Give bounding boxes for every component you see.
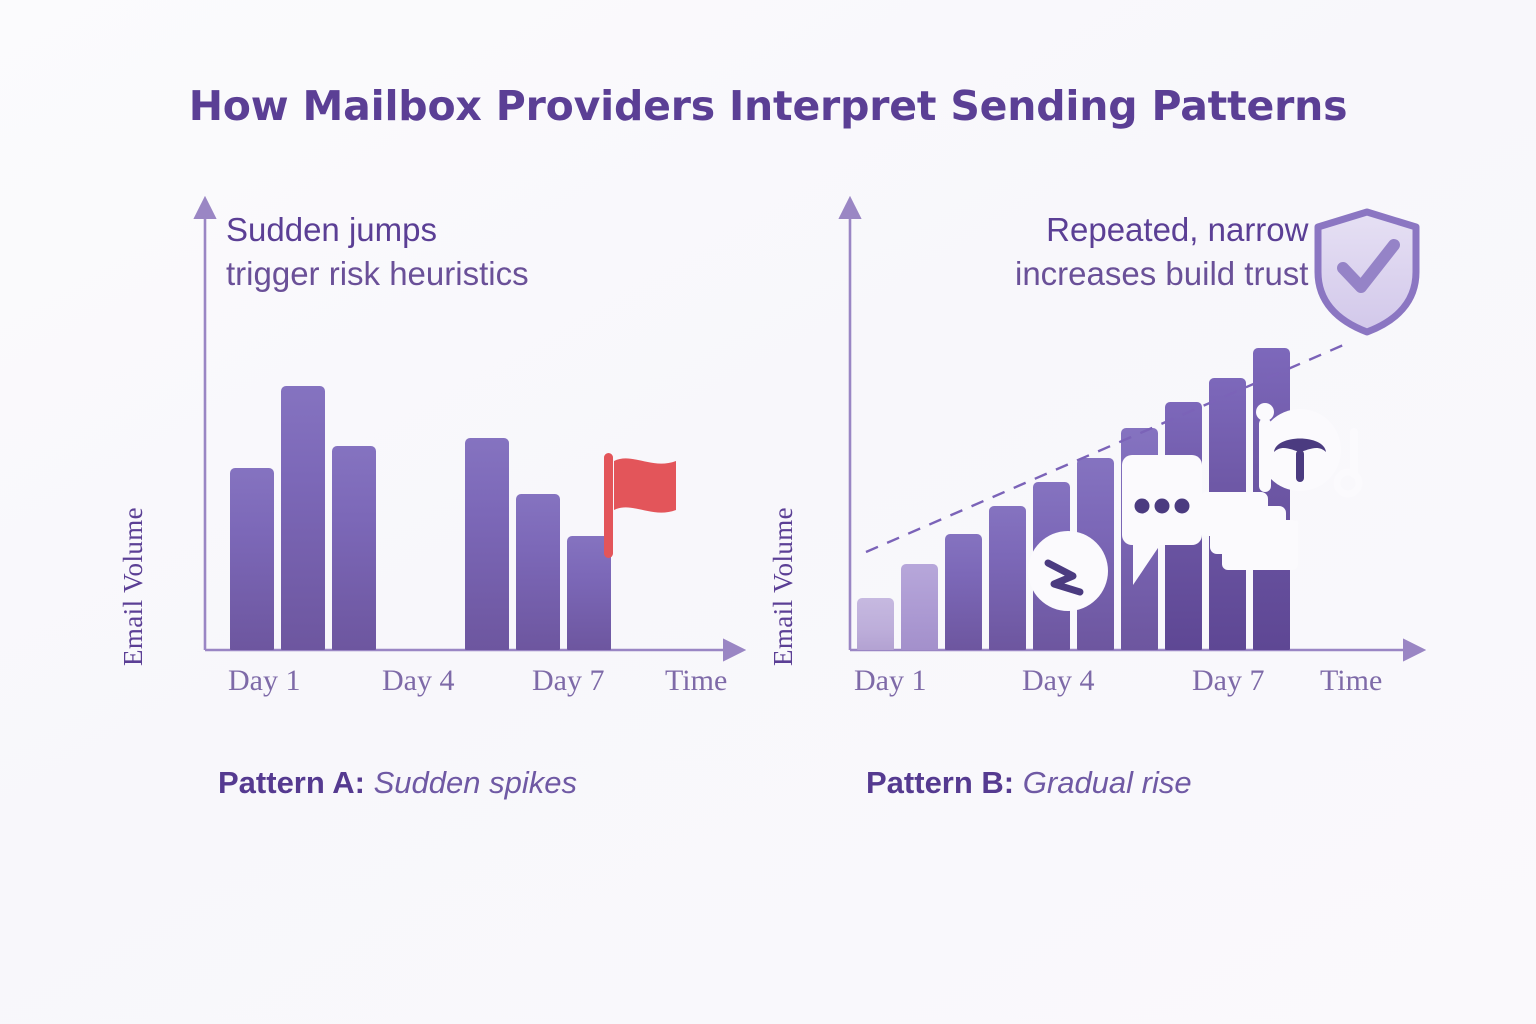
right-tick-day-7: Day 7	[1192, 664, 1265, 697]
bar-day-6	[465, 438, 509, 650]
right-annotation-line-2: increases build trust	[1015, 254, 1309, 292]
left-bars	[120, 180, 780, 740]
left-annotation-line-1: Sudden jumps	[226, 211, 437, 248]
bar-day-7	[516, 494, 560, 650]
caption-a-tail: Sudden spikes	[373, 765, 577, 800]
left-annotation: Sudden jumps trigger risk heuristics	[226, 208, 529, 296]
bar-day-1	[230, 468, 274, 650]
bar-r-day-4	[989, 506, 1026, 650]
page-title: How Mailbox Providers Interpret Sending …	[188, 82, 1348, 130]
bar-r-day-3	[945, 534, 982, 650]
caption-pattern-b: Pattern B: Gradual rise	[866, 765, 1192, 801]
caption-b-lead: Pattern B:	[866, 765, 1015, 800]
caption-pattern-a: Pattern A: Sudden spikes	[218, 765, 577, 801]
right-x-axis-label: Time	[1320, 664, 1383, 697]
bar-r-day-9	[1209, 378, 1246, 650]
panel-pattern-b: Email Volume Repeated, narrow increases …	[768, 180, 1450, 740]
right-bars	[770, 180, 1450, 740]
left-tick-day-7: Day 7	[532, 664, 605, 697]
bar-day-8	[567, 536, 611, 650]
bar-r-day-1	[857, 598, 894, 650]
bar-r-day-5	[1033, 482, 1070, 650]
left-tick-day-4: Day 4	[382, 664, 455, 697]
bar-r-day-10	[1253, 348, 1290, 650]
bar-day-3	[332, 446, 376, 650]
right-tick-day-4: Day 4	[1022, 664, 1095, 697]
left-chart-axes	[193, 195, 747, 662]
right-annotation: Repeated, narrow increases build trust	[1015, 208, 1308, 296]
bar-r-day-6	[1077, 458, 1114, 650]
caption-b-tail: Gradual rise	[1022, 765, 1192, 800]
panel-pattern-a: Email Volume Sudden jumps trigger risk h…	[118, 180, 780, 740]
bar-day-2	[281, 386, 325, 650]
left-x-axis-label: Time	[665, 664, 728, 697]
caption-a-lead: Pattern A:	[218, 765, 365, 800]
bar-r-day-8	[1165, 402, 1202, 650]
bar-r-day-7	[1121, 428, 1158, 650]
left-tick-day-1: Day 1	[228, 664, 301, 697]
right-annotation-line-1: Repeated, narrow	[1046, 211, 1309, 248]
bar-r-day-2	[901, 564, 938, 650]
right-tick-day-1: Day 1	[854, 664, 927, 697]
left-annotation-line-2: trigger risk heuristics	[226, 254, 529, 292]
right-chart-axes	[838, 195, 1427, 662]
